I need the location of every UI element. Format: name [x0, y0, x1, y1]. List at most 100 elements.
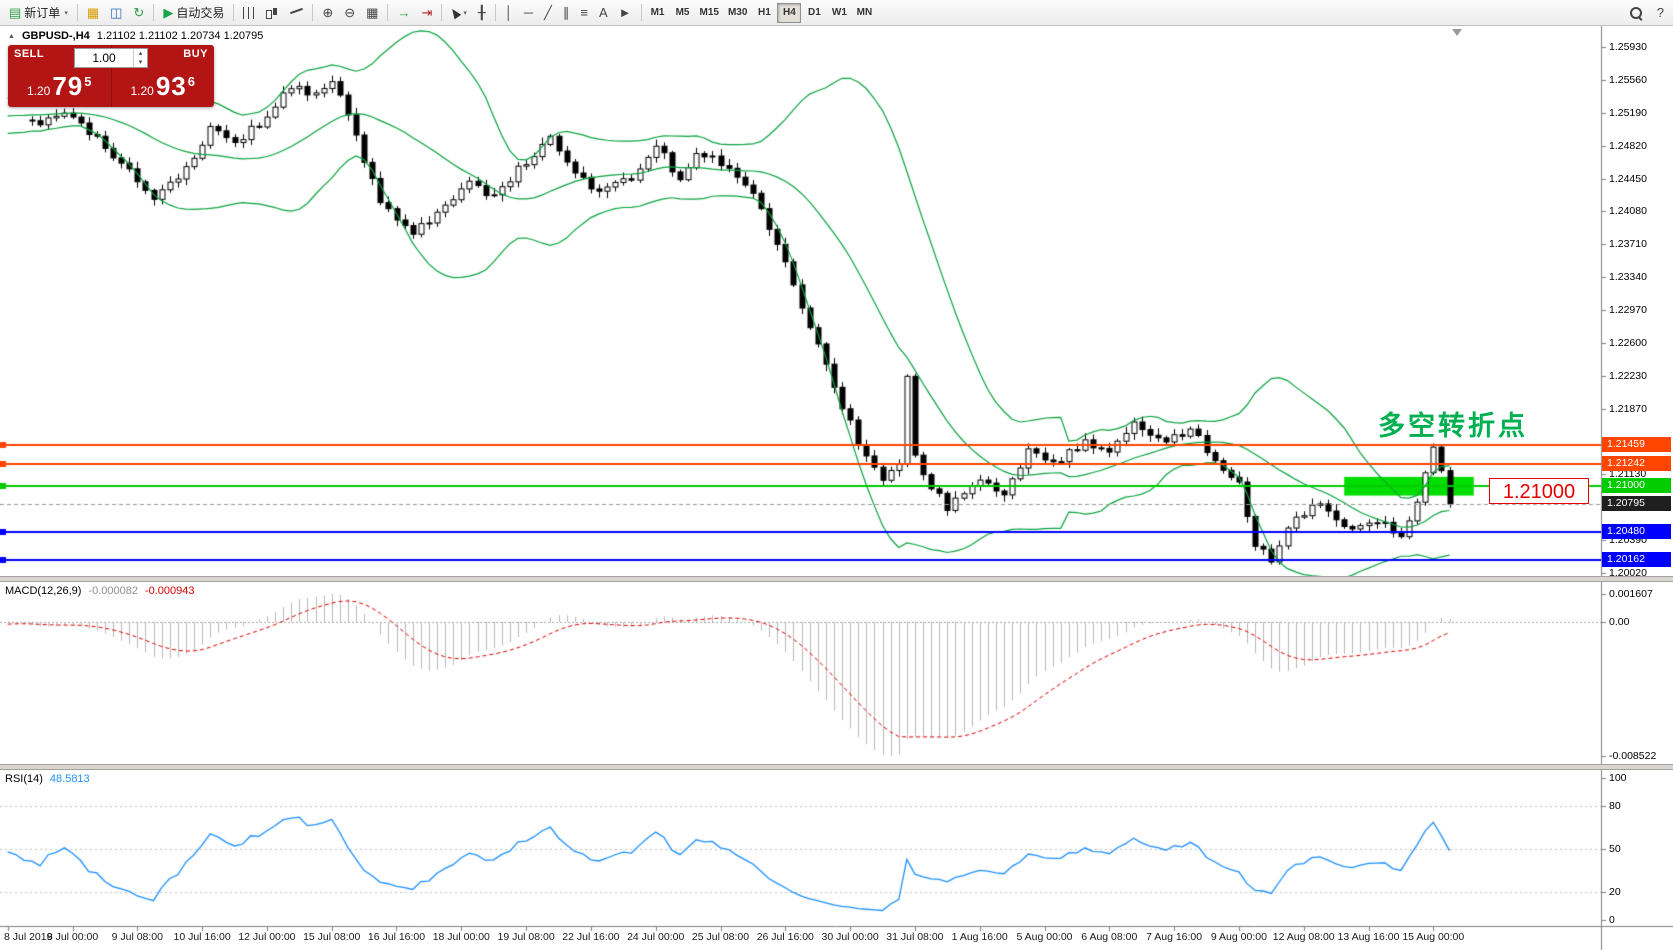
auto-scroll-button[interactable]: → — [392, 2, 415, 24]
cursor-button[interactable]: ▾ — [446, 2, 472, 24]
auto-scroll-icon: → — [397, 5, 411, 20]
chart-shift-icon: ⇥ — [421, 5, 433, 20]
new-order-button[interactable]: ▤ 新订单 ▾ — [4, 2, 73, 24]
search-button[interactable] — [1625, 2, 1650, 24]
price-axis-tick: 1.22230 — [1609, 369, 1647, 382]
annotation-text[interactable]: 多空转折点 — [1378, 411, 1528, 441]
fibonacci-icon: ≡ — [580, 5, 588, 20]
search-icon — [1629, 6, 1642, 19]
bid-prefix: 1.20 — [26, 84, 51, 98]
profiles-button[interactable]: ◫ — [105, 2, 127, 24]
chevron-down-icon: ▾ — [463, 9, 467, 17]
rsi-value: 48.5813 — [49, 773, 90, 785]
crosshair-button[interactable]: ╂ — [473, 2, 491, 24]
macd-name: MACD(12,26,9) — [5, 585, 82, 597]
panel-splitter-rsi[interactable] — [0, 764, 1673, 770]
ask-pip-digit: 6 — [187, 74, 195, 89]
vertical-line-button[interactable]: │ — [500, 2, 518, 24]
macd-axis-label: 0.00 — [1609, 616, 1630, 629]
horizontal-line-icon: ─ — [523, 5, 534, 20]
trendline-button[interactable]: ╱ — [539, 2, 557, 24]
line-chart-button[interactable] — [285, 2, 308, 24]
price-axis[interactable]: 1.25930 1.25560 1.25190 1.24820 1.24450 1.240… — [1601, 0, 1673, 950]
price-axis-tick: 1.21870 — [1609, 402, 1647, 415]
fibonacci-button[interactable]: ≡ — [575, 2, 593, 24]
toolbar-separator — [387, 4, 389, 21]
price-axis-tick: 1.22600 — [1609, 336, 1647, 349]
zoom-out-button[interactable]: ⊖ — [339, 2, 360, 24]
price-axis-tick: 1.24820 — [1609, 139, 1647, 152]
tile-windows-button[interactable]: ▦ — [361, 2, 383, 24]
new-order-icon: ▤ — [9, 5, 22, 20]
toolbar-right-group: ? — [1625, 2, 1669, 24]
bar-chart-button[interactable] — [238, 2, 259, 24]
price-axis-tick: 1.24450 — [1609, 172, 1647, 185]
timeframe-d1-button[interactable]: D1 — [802, 3, 826, 23]
timeframe-m5-button[interactable]: M5 — [671, 3, 695, 23]
horizontal-line-button[interactable]: ─ — [519, 2, 538, 24]
vertical-line-icon: │ — [504, 5, 513, 20]
zoom-out-icon: ⊖ — [344, 5, 356, 20]
arrow-button[interactable]: ► — [614, 2, 637, 24]
timeframe-m15-button[interactable]: M15 — [696, 3, 723, 23]
volume-input[interactable] — [75, 49, 133, 67]
timeframe-m30-button[interactable]: M30 — [724, 3, 751, 23]
timeframe-h4-button[interactable]: H4 — [777, 2, 802, 23]
hline-price-chip: 1.20162 — [1602, 552, 1671, 568]
rsi-axis-label: 0 — [1609, 914, 1615, 926]
help-icon: ? — [1656, 5, 1664, 20]
price-axis-tick: 1.25930 — [1609, 41, 1647, 53]
autotrading-button[interactable]: ▶ 自动交易 — [158, 2, 229, 24]
bid-price: 1.20795 — [8, 71, 111, 102]
chart-collapse-icon[interactable]: ▲ — [8, 32, 15, 40]
toolbar-separator — [233, 4, 235, 21]
price-callout-label[interactable]: 1.21000 — [1489, 478, 1589, 504]
toolbar-separator — [640, 4, 642, 21]
sell-label: SELL — [14, 48, 45, 60]
chart-symbol-label: GBPUSD-,H4 — [21, 30, 90, 42]
timeframe-mn-button[interactable]: MN — [852, 3, 876, 23]
candlestick-button[interactable] — [260, 2, 284, 24]
zoom-in-button[interactable]: ⊕ — [317, 2, 338, 24]
volume-down-button[interactable]: ▾ — [138, 59, 143, 66]
toolbar-separator — [441, 4, 443, 21]
rsi-axis-label: 80 — [1609, 800, 1621, 813]
profiles-icon: ◫ — [110, 5, 123, 20]
bid-pip-digit: 5 — [84, 74, 92, 89]
channel-button[interactable]: ∥ — [558, 2, 575, 24]
refresh-icon: ↻ — [133, 5, 145, 20]
buy-label: BUY — [183, 48, 208, 60]
current-price-chip: 1.20795 — [1602, 496, 1671, 512]
macd-main-value: -0.000082 — [88, 585, 138, 597]
charts-button[interactable]: ▦ — [82, 2, 104, 24]
price-axis-tick: 1.23340 — [1609, 271, 1647, 284]
macd-indicator-label: MACD(12,26,9) -0.000082 -0.000943 — [5, 585, 195, 597]
price-axis-tick: 1.25560 — [1609, 73, 1647, 86]
toolbar-separator — [153, 4, 155, 21]
refresh-button[interactable]: ↻ — [128, 2, 149, 24]
candlestick-icon — [265, 7, 279, 19]
price-axis-tick: 1.23710 — [1609, 238, 1647, 251]
chart-shift-button[interactable]: ⇥ — [416, 2, 437, 24]
chart-shift-marker[interactable] — [1452, 29, 1462, 36]
rsi-name: RSI(14) — [5, 773, 43, 785]
arrow-icon: ► — [618, 5, 632, 20]
help-button[interactable]: ? — [1652, 2, 1669, 24]
timeframe-h1-button[interactable]: H1 — [752, 3, 776, 23]
timeframe-w1-button[interactable]: W1 — [827, 3, 851, 23]
toolbar-separator — [76, 4, 78, 21]
rsi-axis-label: 100 — [1609, 772, 1627, 784]
zoom-in-icon: ⊕ — [322, 5, 334, 20]
text-button[interactable]: A — [594, 2, 613, 24]
hline-price-chip: 1.21459 — [1602, 436, 1671, 452]
price-axis-tick: 1.24080 — [1609, 205, 1647, 218]
volume-up-button[interactable]: ▴ — [138, 50, 143, 57]
panel-splitter-macd[interactable] — [0, 576, 1673, 582]
hline-price-chip: 1.20480 — [1602, 524, 1671, 540]
autotrading-button-label: 自动交易 — [176, 6, 225, 20]
timeframe-m1-button[interactable]: M1 — [646, 3, 670, 23]
ask-big-digits: 93 — [155, 71, 187, 101]
bar-chart-icon — [243, 6, 255, 19]
price-axis-tick: 1.21130 — [1609, 468, 1647, 481]
